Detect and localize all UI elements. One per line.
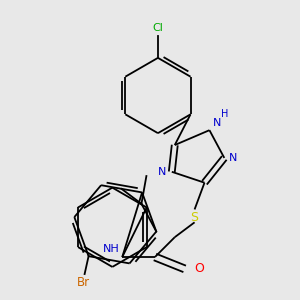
Text: N: N xyxy=(229,153,238,163)
Text: S: S xyxy=(190,212,199,224)
Text: Cl: Cl xyxy=(152,23,164,33)
Text: N: N xyxy=(212,118,221,128)
Text: NH: NH xyxy=(103,244,119,254)
Text: O: O xyxy=(195,262,205,275)
Text: Br: Br xyxy=(77,276,90,289)
Text: H: H xyxy=(221,109,229,119)
Text: N: N xyxy=(158,167,166,177)
